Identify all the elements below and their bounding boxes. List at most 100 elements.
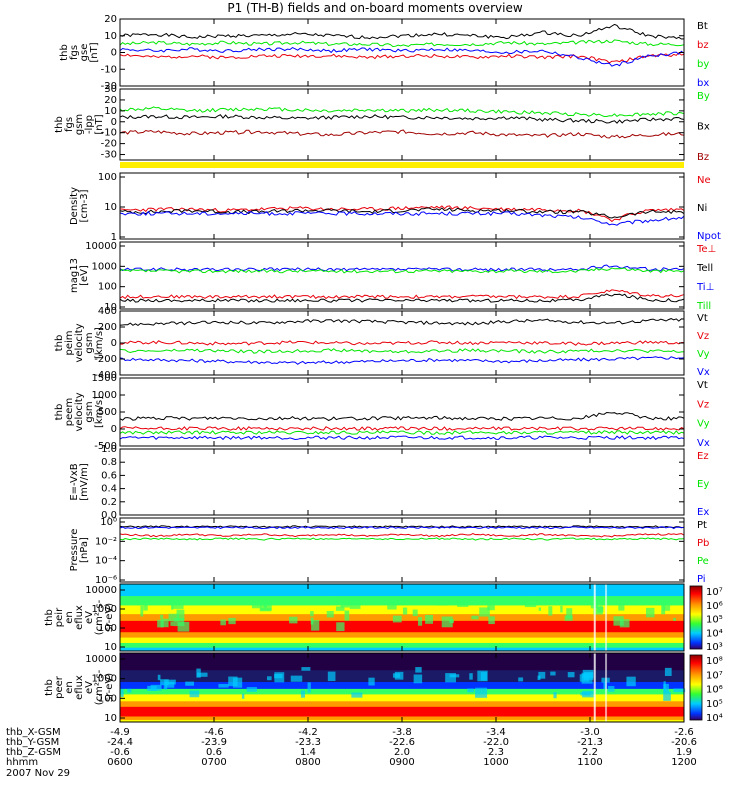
- legend-Ni: Ni: [697, 203, 707, 214]
- spectrogram-patch: [553, 692, 557, 699]
- panel-10-ylabel: peer: [54, 675, 65, 699]
- panel-6-ylabel: peem: [64, 398, 75, 426]
- spectrogram-patch: [488, 616, 495, 625]
- panel-6-ylabel: thb: [54, 404, 65, 421]
- spectrogram-patch: [550, 671, 556, 676]
- legend-Vt: Vt: [697, 380, 708, 391]
- spectrogram-patch: [538, 671, 546, 679]
- spectrogram-patch: [475, 687, 488, 698]
- spectrogram-patch: [307, 682, 311, 693]
- ytick-label: 10: [104, 106, 117, 117]
- spectrogram-patch: [228, 617, 236, 625]
- ytick-label: 0: [111, 117, 117, 128]
- panel-1-ylabel: [nT]: [89, 42, 100, 62]
- legend-Bz: Bz: [697, 152, 709, 163]
- panel-7-ylabel: E=-VxB: [69, 463, 80, 500]
- panel-3-ylabel: [cm-3]: [79, 189, 90, 222]
- panel-8-ylabel: Pressure: [69, 529, 80, 572]
- spectrogram-patch: [368, 677, 375, 686]
- colorbar-tick-label: 10⁴: [706, 628, 723, 639]
- series-Vx: [119, 435, 685, 441]
- spectrogram-patch: [310, 617, 314, 625]
- legend-Ti⊥: Ti⊥: [696, 282, 714, 293]
- panel-2-ylabel: [nT]: [94, 114, 105, 134]
- axis-row-value: -22.0: [483, 737, 509, 748]
- axis-row-value: 0900: [389, 757, 414, 768]
- series-bx: [119, 47, 685, 67]
- spectrogram-patch: [607, 685, 615, 692]
- spectrogram-band: [120, 605, 684, 615]
- ytick-label: 1: [111, 232, 117, 243]
- panel-9-ylabel: eV: [84, 611, 95, 624]
- legend-Vx: Vx: [697, 367, 710, 378]
- ytick-label: -10: [101, 128, 117, 139]
- spectrogram-band: [120, 694, 684, 702]
- spectrogram-patch: [487, 604, 495, 611]
- axis-row-value: -4.2: [298, 727, 318, 738]
- spectrogram-patch: [477, 670, 488, 682]
- spectrogram-patch: [228, 676, 238, 687]
- spectrogram-patch: [457, 602, 469, 607]
- legend-bx: bx: [697, 78, 709, 89]
- spectrogram-patch: [663, 683, 669, 693]
- spectrogram-patch: [425, 614, 434, 624]
- legend-Tell: Tell: [696, 263, 713, 274]
- axis-row-label: hhmm: [6, 757, 38, 768]
- spectrogram-patch: [441, 616, 453, 628]
- spectrogram-patch: [326, 610, 334, 618]
- axis-date: 2007 Nov 29: [6, 768, 70, 779]
- spectrogram-band: [120, 614, 684, 622]
- spectrogram-patch: [673, 617, 676, 621]
- spectrogram-patch: [300, 690, 305, 698]
- axis-row-value: -23.9: [201, 737, 227, 748]
- series-Ni: [119, 207, 685, 219]
- axis-row-value: 1.9: [676, 747, 692, 758]
- axis-row-value: 0800: [295, 757, 320, 768]
- spectrogram-band: [120, 620, 684, 633]
- axis-row-value: -4.6: [204, 727, 224, 738]
- spectrogram-patch: [417, 617, 423, 626]
- axis-row-value: 0.6: [206, 747, 222, 758]
- panel-1-ylabel: thb: [59, 44, 70, 61]
- legend-Pe: Pe: [697, 556, 709, 567]
- axis-row-value: 2.3: [488, 747, 504, 758]
- panel-2-ylabel: thb: [54, 116, 65, 133]
- series-Vt: [119, 411, 685, 421]
- legend-by: by: [697, 59, 709, 70]
- series-Pb: [119, 532, 685, 538]
- spectrogram-patch: [150, 684, 162, 691]
- spectrogram-patch: [567, 672, 575, 678]
- ytick-label: -20: [101, 139, 117, 150]
- ytick-label: 1000: [92, 261, 117, 272]
- ytick-label: -500: [94, 441, 117, 452]
- ytick-label: 10⁻²: [95, 536, 117, 547]
- panel-frame: [119, 88, 685, 161]
- spectrogram-patch: [127, 688, 132, 693]
- spectrogram-band: [120, 637, 684, 644]
- series-Bz: [119, 129, 685, 139]
- spectrogram-patch: [246, 687, 257, 692]
- spectrogram-band: [120, 688, 684, 695]
- spectrogram-patch: [344, 610, 350, 621]
- axis-row-value: -4.9: [110, 727, 130, 738]
- spectrogram-patch: [335, 606, 345, 611]
- panel-frame: [119, 172, 685, 240]
- panel-6: thb peem velocity gsm [km/s] 1500 1000 500 0 -500…: [54, 373, 710, 452]
- legend-Pb: Pb: [697, 538, 709, 549]
- series-Vy: [119, 348, 685, 354]
- spectrogram-patch: [582, 669, 594, 679]
- spectrogram-patch: [613, 616, 624, 626]
- spectrogram-patch: [327, 671, 336, 682]
- ytick-label: 100: [98, 172, 117, 183]
- ytick-label: 0.6: [101, 470, 117, 481]
- panel-9-ylabel: eflux: [74, 605, 85, 630]
- spectrogram-patch: [626, 676, 636, 687]
- spectrogram-patch: [157, 619, 164, 628]
- axis-row-label: thb_Z-GSM: [6, 747, 61, 758]
- spectrogram-patch: [218, 683, 229, 688]
- ytick-label: 0.8: [101, 457, 117, 468]
- panel-5-ylabel: peim: [64, 330, 75, 355]
- series-Vy: [119, 430, 685, 436]
- ytick-label: 10: [104, 31, 117, 42]
